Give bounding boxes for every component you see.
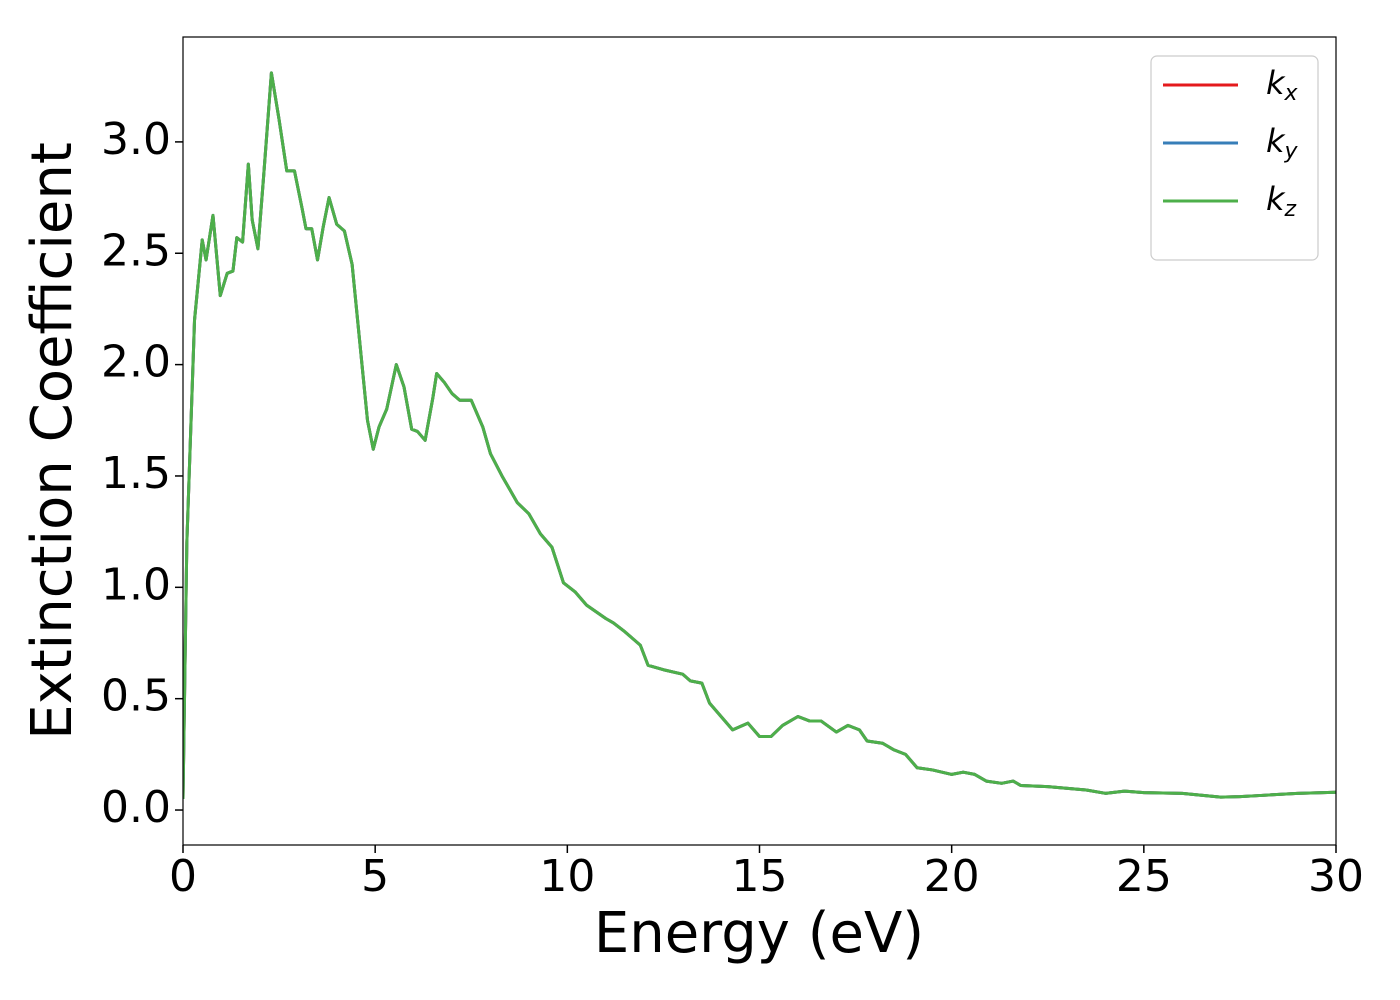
y-tick-label: 1.5 — [101, 448, 171, 499]
legend-label: ky — [1266, 122, 1299, 164]
y-tick-label: 2.5 — [101, 225, 171, 276]
x-tick-label: 25 — [1116, 851, 1172, 902]
x-tick-label: 20 — [924, 851, 980, 902]
x-tick-label: 0 — [169, 851, 197, 902]
x-tick-label: 15 — [732, 851, 788, 902]
y-axis-label: Extinction Coefficient — [20, 142, 85, 740]
x-axis-label: Energy (eV) — [594, 901, 924, 966]
series-line — [183, 71, 1336, 799]
legend-box — [1150, 55, 1319, 261]
legend-label: kz — [1266, 180, 1297, 222]
legend-label: kx — [1266, 64, 1299, 106]
y-tick-label: 1.0 — [101, 559, 171, 610]
y-tick-label: 0.0 — [101, 782, 171, 833]
x-tick-label: 5 — [361, 851, 389, 902]
y-tick-label: 0.5 — [101, 671, 171, 722]
x-tick-label: 30 — [1308, 851, 1364, 902]
x-tick-label: 10 — [539, 851, 595, 902]
y-tick-label: 3.0 — [101, 114, 171, 165]
plot-frame — [182, 36, 1337, 846]
y-tick-label: 2.0 — [101, 337, 171, 388]
